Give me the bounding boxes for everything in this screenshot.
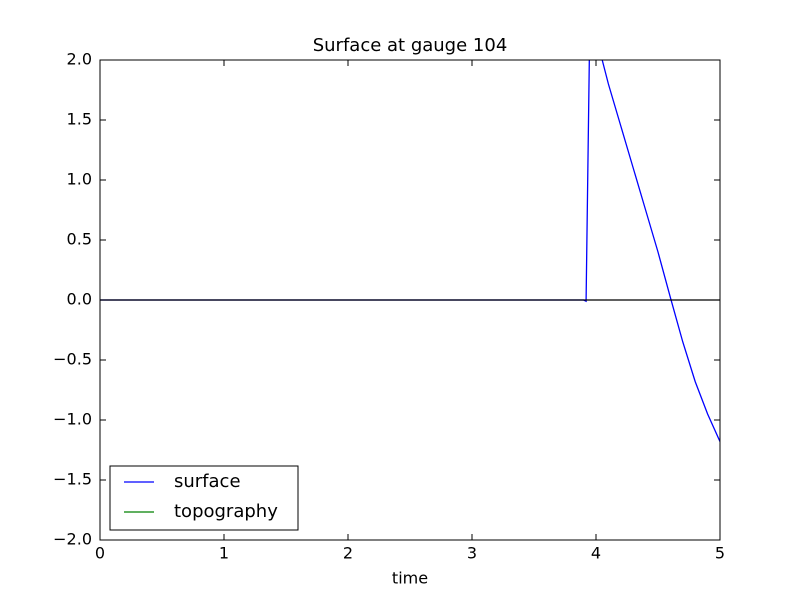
y-tick-label: −0.5: [53, 350, 92, 369]
legend-label: topography: [174, 501, 278, 522]
y-tick-label: 1.0: [67, 170, 92, 189]
y-tick-label: −2.0: [53, 530, 92, 549]
y-tick-label: −1.0: [53, 410, 92, 429]
x-tick-label: 2: [343, 544, 353, 563]
legend-label: surface: [174, 471, 241, 492]
y-tick-label: 0.0: [67, 290, 92, 309]
chart-title: Surface at gauge 104: [313, 35, 508, 56]
y-tick-label: 1.5: [67, 110, 92, 129]
legend-box: [109, 465, 299, 531]
x-tick-label: 3: [467, 544, 477, 563]
x-tick-label: 5: [715, 544, 725, 563]
legend: surface topography: [109, 465, 299, 531]
plot-frame: [99, 59, 721, 541]
y-tick-label: 2.0: [67, 50, 92, 69]
x-tick-label: 1: [219, 544, 229, 563]
y-tick-label: −1.5: [53, 470, 92, 489]
y-tick-label: 0.5: [67, 230, 92, 249]
x-tick-label: 4: [591, 544, 601, 563]
x-axis-label: time: [392, 569, 428, 588]
x-tick-label: 0: [95, 544, 105, 563]
